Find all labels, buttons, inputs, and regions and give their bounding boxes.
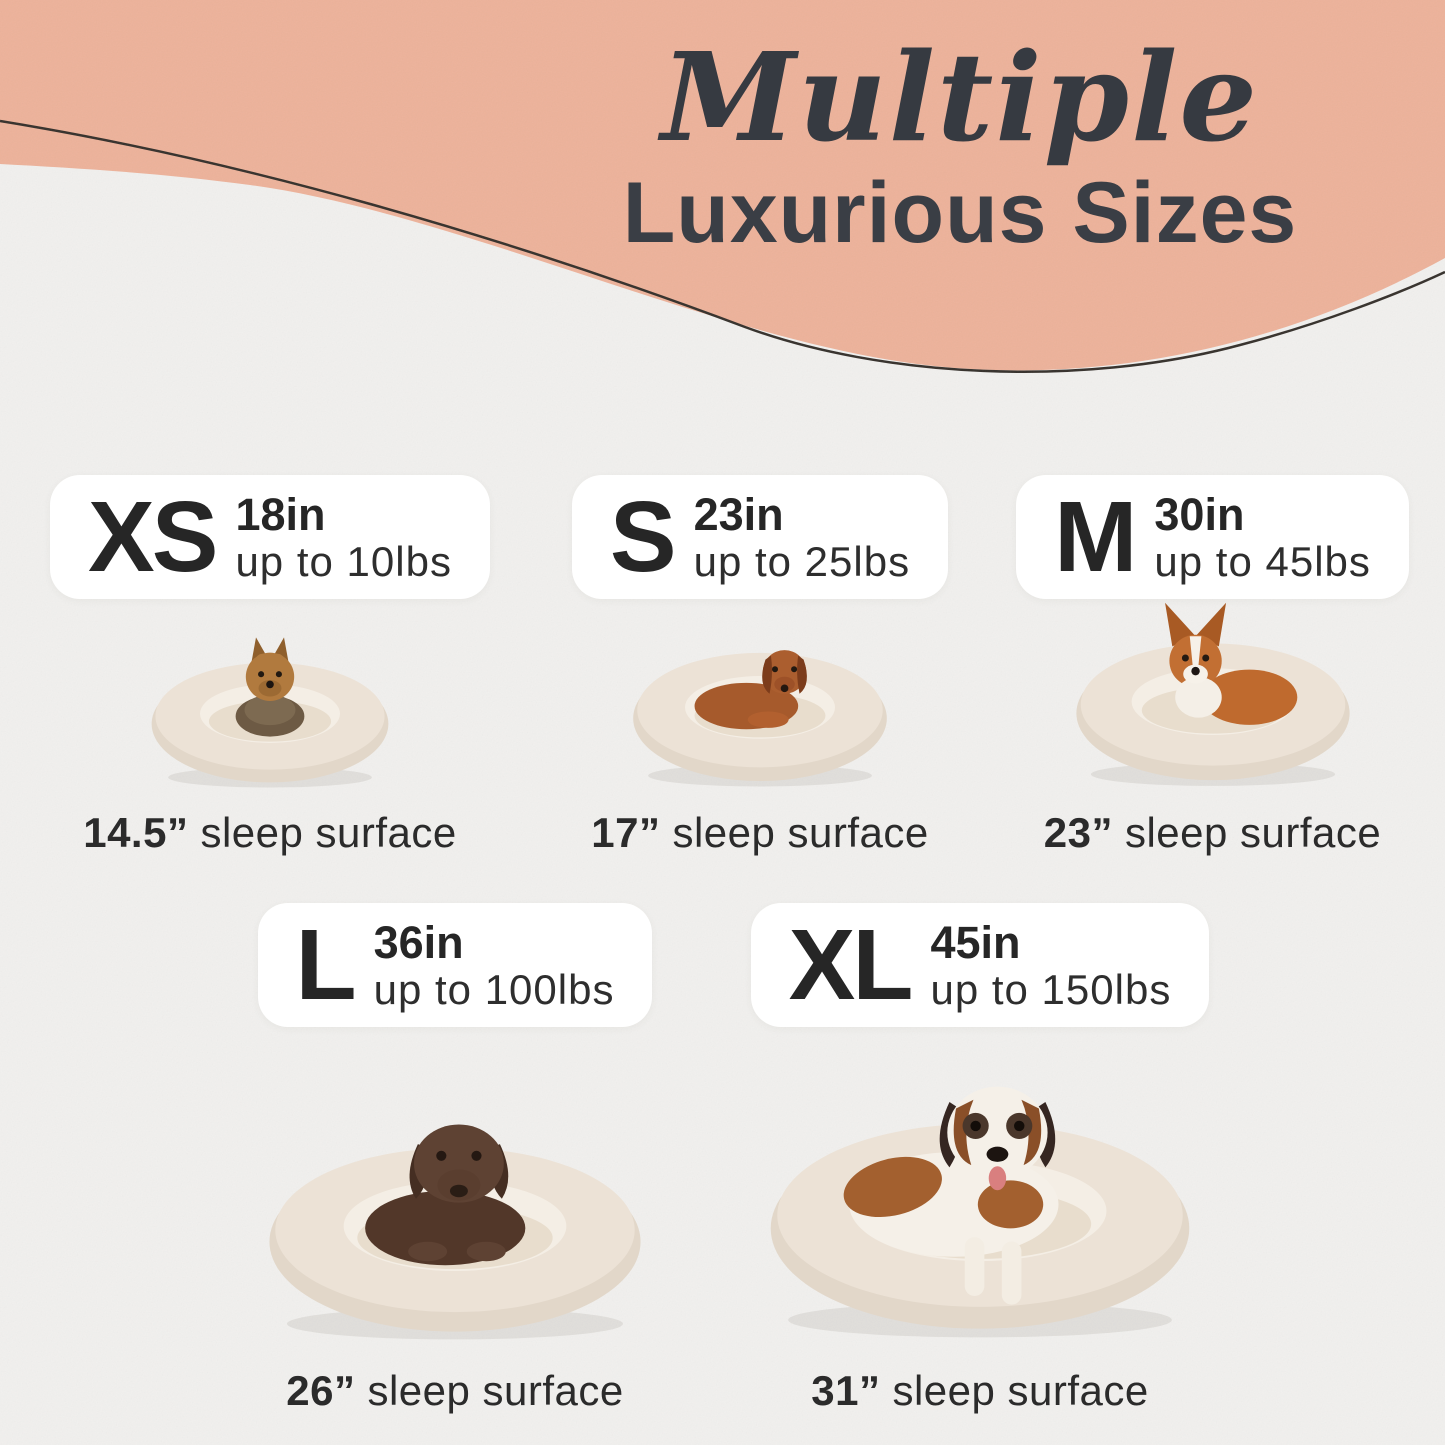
size-weight: up to 150lbs xyxy=(930,965,1172,1013)
sleep-surface-caption: 23” sleep surface xyxy=(1044,809,1382,857)
size-code: XS xyxy=(88,480,218,593)
dog-photo-chocolate-labrador xyxy=(240,1027,670,1357)
size-code: S xyxy=(609,480,677,593)
size-weight: up to 25lbs xyxy=(693,537,911,585)
dog-photo-yorkshire-terrier xyxy=(130,599,410,799)
size-diameter: 18in xyxy=(235,488,326,540)
size-spec: 18in up to 10lbs xyxy=(235,492,452,583)
title-bold: Luxurious Sizes xyxy=(622,165,1298,262)
sleep-surface-label: sleep surface xyxy=(200,809,457,856)
size-weight: up to 45lbs xyxy=(1154,537,1371,585)
dog-photo-corgi xyxy=(1053,599,1373,799)
size-spec: 36in up to 100lbs xyxy=(374,920,615,1011)
sleep-surface-label: sleep surface xyxy=(1124,809,1382,856)
size-card-m: M 30in up to 45lbs xyxy=(985,475,1440,857)
size-card-l: L 36in up to 100lbs xyxy=(240,903,670,1415)
size-diameter: 23in xyxy=(693,488,784,540)
size-label-pill-l: L 36in up to 100lbs xyxy=(257,903,653,1027)
sleep-surface-label: sleep surface xyxy=(672,809,929,856)
size-code: XL xyxy=(788,908,914,1021)
sleep-surface-size: 17” xyxy=(591,809,661,856)
size-diameter: 45in xyxy=(930,916,1021,968)
header: Multiple Luxurious Sizes xyxy=(540,30,1380,256)
sleep-surface-caption: 31” sleep surface xyxy=(811,1367,1149,1415)
size-weight: up to 10lbs xyxy=(235,537,452,585)
size-label-pill-s: S 23in up to 25lbs xyxy=(571,475,949,599)
sleep-surface-caption: 17” sleep surface xyxy=(591,809,929,857)
sleep-surface-caption: 26” sleep surface xyxy=(286,1367,624,1415)
sleep-surface-label: sleep surface xyxy=(892,1367,1149,1414)
sleep-surface-caption: 14.5” sleep surface xyxy=(83,809,457,857)
size-card-s: S 23in up to 25lbs xyxy=(540,475,980,857)
size-weight: up to 100lbs xyxy=(373,965,615,1013)
sleep-surface-label: sleep surface xyxy=(367,1367,624,1414)
size-card-xl: XL 45in up to 150lbs xyxy=(700,903,1260,1415)
size-code: L xyxy=(295,908,357,1021)
dog-photo-saint-bernard xyxy=(740,1027,1220,1357)
sleep-surface-size: 14.5” xyxy=(83,809,189,856)
size-spec: 23in up to 25lbs xyxy=(694,492,911,583)
size-spec: 45in up to 150lbs xyxy=(930,920,1171,1011)
size-label-pill-xl: XL 45in up to 150lbs xyxy=(750,903,1210,1027)
size-diameter: 36in xyxy=(373,916,464,968)
size-card-xs: XS 18in up to 10lbs xyxy=(40,475,500,857)
size-spec: 30in up to 45lbs xyxy=(1154,492,1371,583)
sleep-surface-size: 26” xyxy=(286,1367,356,1414)
size-label-pill-xs: XS 18in up to 10lbs xyxy=(50,475,490,599)
title-script: Multiple xyxy=(660,25,1260,169)
sleep-surface-size: 23” xyxy=(1043,809,1113,856)
sleep-surface-size: 31” xyxy=(811,1367,881,1414)
size-code: M xyxy=(1054,480,1137,593)
size-diameter: 30in xyxy=(1154,488,1245,540)
dog-photo-dachshund xyxy=(610,599,910,799)
